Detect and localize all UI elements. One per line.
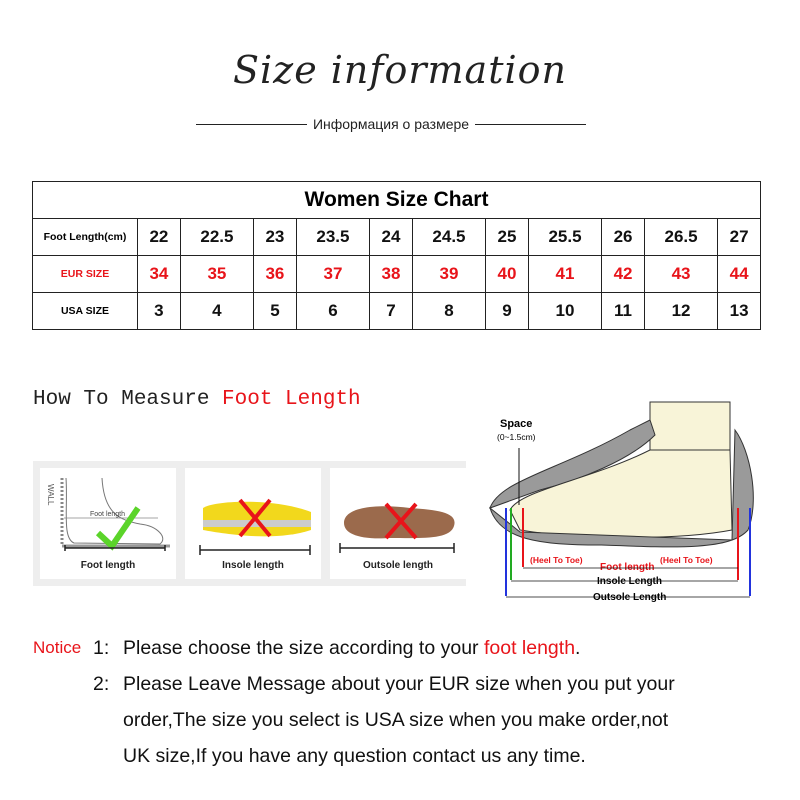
subtitle-text: Информация о размере	[312, 116, 470, 132]
space-range: (0~1.5cm)	[497, 432, 536, 442]
cross-icon	[238, 498, 272, 538]
table-cell: 37	[295, 255, 371, 293]
method-label: Outsole length	[363, 560, 433, 571]
heel-to-toe-left: (Heel To Toe)	[530, 555, 583, 565]
wall-label: WALL	[46, 484, 55, 506]
foot-length-label: Foot length	[600, 562, 654, 573]
notice-section: Notice 1: Please choose the size according…	[33, 630, 675, 774]
table-cell: 36	[253, 255, 297, 293]
table-cell: 24.5	[411, 218, 487, 256]
method-outsole-length: Outsole length	[330, 468, 466, 579]
page-title: Size information	[233, 48, 567, 92]
check-icon	[95, 506, 141, 551]
table-row: USA SIZE 3 4 5 6 7 8 9 10 11 12 13	[32, 292, 761, 330]
size-chart-table: Women Size Chart Foot Length(cm) 22 22.5 23…	[32, 181, 761, 330]
notice-text: Please Leave Message about your EUR size…	[123, 673, 675, 695]
notice-text: Please choose the size according to your…	[123, 630, 580, 666]
table-cell: 25.5	[527, 218, 603, 256]
table-cell: 26.5	[643, 218, 719, 256]
table-cell: 22	[137, 218, 181, 256]
method-label: Insole length	[222, 560, 284, 571]
notice-highlight: foot length	[483, 637, 576, 659]
table-cell: 24	[369, 218, 413, 256]
table-cell: 39	[411, 255, 487, 293]
table-cell: 7	[369, 292, 413, 330]
insole-length-label: Insole Length	[597, 576, 662, 587]
table-cell: 5	[253, 292, 297, 330]
table-cell: 43	[643, 255, 719, 293]
measure-methods-panel: WALL Foot length Foot length Insole leng…	[33, 461, 466, 586]
table-cell: 42	[601, 255, 645, 293]
table-cell: 12	[643, 292, 719, 330]
notice-number: 1:	[93, 637, 110, 659]
table-cell: 4	[179, 292, 255, 330]
table-cell: 35	[179, 255, 255, 293]
outsole-length-label: Outsole Length	[593, 592, 666, 603]
notice-text-pre: Please choose the size according to your	[123, 637, 484, 659]
table-row: Foot Length(cm) 22 22.5 23 23.5 24 24.5 25 25.5 2…	[32, 218, 761, 256]
table-cell: 44	[717, 255, 761, 293]
howto-heading: How To Measure Foot Length	[33, 388, 361, 411]
howto-highlight: Foot Length	[222, 388, 361, 411]
subtitle: Информация о размере	[196, 116, 587, 132]
divider	[475, 123, 587, 125]
table-cell: 13	[717, 292, 761, 330]
table-cell: 41	[527, 255, 603, 293]
insole-illustration	[199, 498, 311, 555]
table-cell: 22.5	[179, 218, 255, 256]
notice-text: UK size,If you have any question contact…	[123, 745, 586, 767]
heel-to-toe-right: (Heel To Toe)	[660, 555, 713, 565]
table-cell: 40	[485, 255, 529, 293]
table-cell: 27	[717, 218, 761, 256]
howto-prefix: How To Measure	[33, 388, 223, 411]
outsole-illustration	[339, 502, 455, 553]
table-row: EUR SIZE 34 35 36 37 38 39 40 41 42 43 44	[32, 255, 761, 293]
table-cell: 10	[527, 292, 603, 330]
table-cell: 38	[369, 255, 413, 293]
space-label: Space	[500, 418, 532, 430]
table-cell: 23.5	[295, 218, 371, 256]
foot-wall-illustration: WALL Foot length	[46, 477, 170, 551]
row-header: USA SIZE	[32, 292, 138, 330]
notice-text: order,The size you select is USA size wh…	[123, 709, 669, 731]
notice-text-post: .	[575, 637, 581, 659]
cross-icon	[384, 502, 418, 540]
table-cell: 6	[295, 292, 371, 330]
method-foot-length: WALL Foot length Foot length	[40, 468, 176, 579]
divider	[196, 123, 307, 125]
row-header: Foot Length(cm)	[32, 218, 138, 256]
method-label: Foot length	[80, 560, 136, 571]
table-cell: 9	[485, 292, 529, 330]
table-caption: Women Size Chart	[32, 181, 761, 219]
notice-label: Notice	[33, 638, 82, 657]
table-cell: 8	[411, 292, 487, 330]
table-cell: 26	[601, 218, 645, 256]
notice-number: 2:	[93, 673, 110, 695]
table-cell: 34	[137, 255, 181, 293]
table-cell: 3	[137, 292, 181, 330]
shoe-measurement-diagram: Space (0~1.5cm) (Heel To Toe) (Heel To T…	[489, 401, 754, 603]
table-cell: 25	[485, 218, 529, 256]
table-cell: 23	[253, 218, 297, 256]
row-header: EUR SIZE	[32, 255, 138, 293]
method-insole-length: Insole length	[185, 468, 321, 579]
table-cell: 11	[601, 292, 645, 330]
inner-label: Foot length	[90, 511, 125, 518]
